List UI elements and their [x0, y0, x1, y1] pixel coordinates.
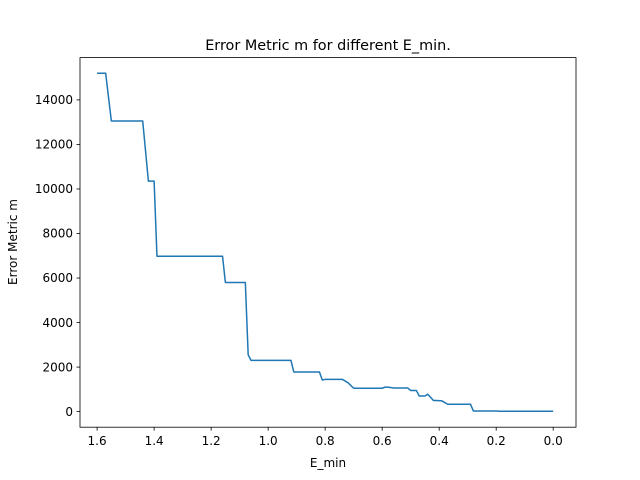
x-tick-label: 0.0	[544, 434, 563, 448]
x-tick-label: 0.2	[487, 434, 506, 448]
y-tick-label: 0	[65, 405, 73, 419]
y-tick-label: 4000	[42, 316, 73, 330]
y-tick-label: 12000	[35, 138, 73, 152]
x-tick-label: 1.0	[259, 434, 278, 448]
x-tick-label: 0.4	[430, 434, 449, 448]
y-tick-label: 14000	[35, 93, 73, 107]
plot-frame	[79, 57, 577, 428]
series-line	[97, 72, 554, 413]
y-tick-label: 10000	[35, 182, 73, 196]
y-axis-label: Error Metric m	[6, 199, 20, 285]
x-tick-label: 1.6	[88, 434, 107, 448]
x-tick-label: 1.4	[145, 434, 164, 448]
y-tick-label: 6000	[42, 271, 73, 285]
chart-title: Error Metric m for different E_min.	[205, 38, 451, 54]
x-tick-label: 0.8	[316, 434, 335, 448]
x-tick-label: 0.6	[373, 434, 392, 448]
y-tick-label: 8000	[42, 227, 73, 241]
y-tick-label: 2000	[42, 360, 73, 374]
x-tick-label: 1.2	[202, 434, 221, 448]
axis-ticks: 1.6 1.4 1.2 1.0 0.8 0.6 0.4 0.2 0.0 0 2000 4000 6000…	[35, 93, 563, 448]
x-axis-label: E_min	[310, 456, 346, 470]
